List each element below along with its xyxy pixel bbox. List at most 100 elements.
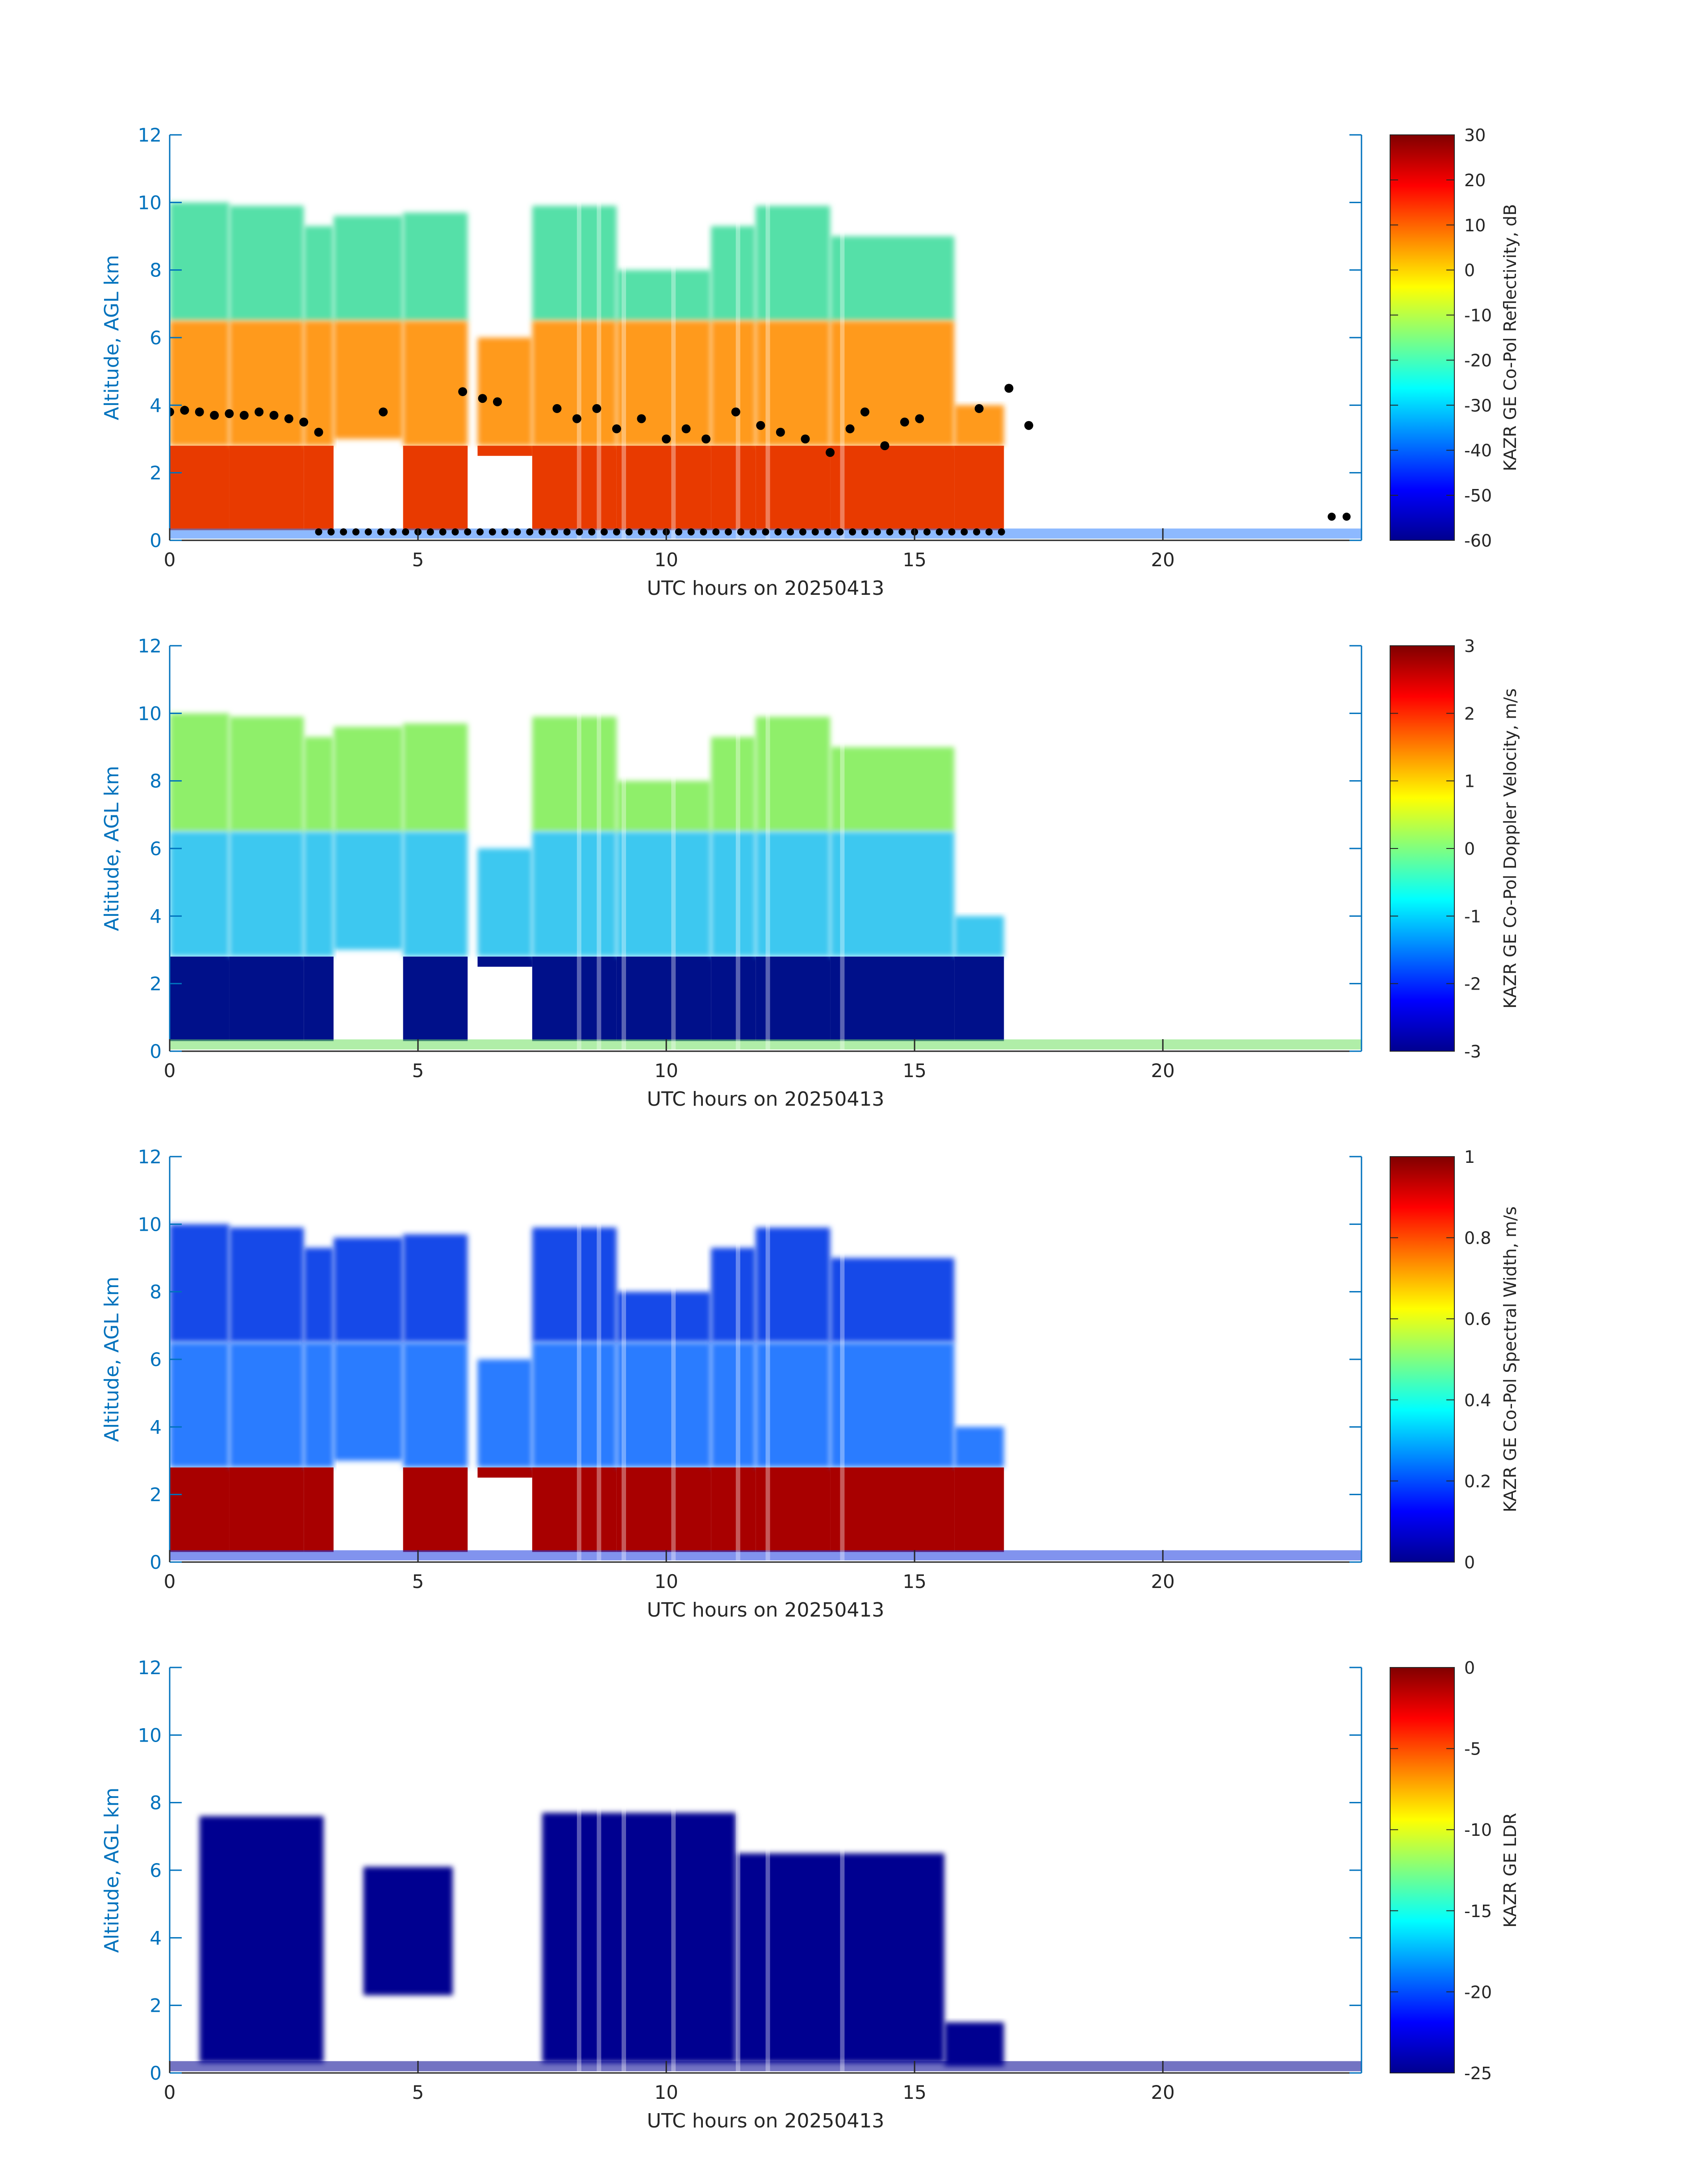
cloud-base-dot: [612, 424, 621, 434]
surface-dot: [935, 528, 943, 536]
gap-streak: [671, 696, 676, 1051]
cloud-lower: [830, 957, 955, 1041]
surface-dot: [985, 528, 993, 536]
cloud-lower: [711, 446, 756, 531]
colorbar-tick-label: -15: [1464, 1901, 1492, 1921]
gap-streak: [735, 1718, 740, 2073]
late-dot: [1328, 513, 1336, 521]
surface-dot: [774, 528, 782, 536]
cloud-base-dot: [458, 387, 468, 397]
cloud-base-dot: [637, 414, 646, 423]
colorbar-tick-label: -3: [1464, 1042, 1481, 1061]
x-tick-label: 10: [654, 2081, 678, 2103]
cloud-lower: [229, 446, 304, 531]
cloud-base-dot: [592, 404, 601, 413]
cloud-base-dot: [180, 405, 189, 415]
surface-dot: [501, 528, 509, 536]
gap-streak: [597, 1718, 601, 2073]
x-axis-label: UTC hours on 20250413: [647, 1599, 885, 1621]
cloud-lower: [477, 1467, 532, 1478]
x-tick-label: 15: [902, 549, 926, 571]
cloud-upper: [532, 205, 617, 321]
cloud-upper: [711, 737, 756, 832]
cloud-upper: [333, 1237, 403, 1343]
gap-streak: [840, 696, 845, 1051]
cloud-lower: [229, 1467, 304, 1552]
cloud-middle: [532, 832, 617, 957]
cloud-upper: [711, 226, 756, 321]
cloud-upper: [830, 236, 955, 321]
cloud-lower: [532, 446, 617, 531]
cloud-middle: [477, 1359, 532, 1468]
cloud-lower: [532, 957, 617, 1041]
cloud-middle: [304, 832, 334, 957]
x-tick-label: 0: [164, 2081, 176, 2103]
x-axis-label: UTC hours on 20250413: [647, 577, 885, 600]
surface-dot: [749, 528, 757, 536]
cloud-upper: [304, 1248, 334, 1343]
cloud-upper: [616, 781, 711, 832]
gap-streak: [735, 1207, 740, 1562]
x-tick-label: 15: [902, 1571, 926, 1592]
y-tick-label: 6: [150, 1349, 162, 1371]
cloud-upper: [403, 723, 468, 832]
surface-dot: [973, 528, 981, 536]
cloud-lower: [477, 446, 532, 456]
x-tick-label: 10: [654, 549, 678, 571]
cloud-upper: [532, 1227, 617, 1343]
surface-dot: [551, 528, 558, 536]
cloud-base-dot: [702, 435, 711, 443]
surface-dot: [762, 528, 769, 536]
surface-dot: [712, 528, 720, 536]
cloud-middle: [756, 1342, 831, 1468]
gap-streak: [765, 1718, 770, 2073]
cloud-middle: [304, 1342, 334, 1468]
surface-dot: [960, 528, 968, 536]
cloud-base-dot: [1024, 421, 1033, 430]
x-tick-label: 5: [412, 1060, 424, 1082]
cloud-lower: [756, 446, 831, 531]
surface-dot: [426, 528, 434, 536]
x-tick-label: 5: [412, 549, 424, 571]
cloud-middle: [532, 1342, 617, 1468]
x-tick-label: 20: [1151, 1060, 1174, 1082]
cloud-block: [542, 1813, 736, 2063]
gap-streak: [671, 1718, 676, 2073]
colorbar-tick-label: 0.8: [1464, 1228, 1491, 1248]
y-tick-label: 0: [150, 1040, 162, 1062]
surface-dot: [836, 528, 844, 536]
cloud-middle: [403, 321, 468, 446]
cloud-middle: [616, 832, 711, 957]
surface-dot: [898, 528, 906, 536]
cloud-upper: [756, 716, 831, 832]
y-axis-label: Altitude, AGL km: [100, 1277, 123, 1442]
y-tick-label: 0: [150, 2062, 162, 2084]
cloud-middle: [616, 1342, 711, 1468]
y-axis-label: Altitude, AGL km: [100, 255, 123, 420]
cloud-block: [199, 1816, 324, 2063]
surface-dot: [514, 528, 521, 536]
y-tick-label: 2: [150, 462, 162, 484]
cloud-middle: [229, 1342, 304, 1468]
cloud-lower: [304, 1467, 334, 1552]
colorbar-tick-label: -1: [1464, 907, 1481, 926]
data-field: [170, 185, 1361, 540]
colorbar-label: KAZR GE Co-Pol Doppler Velocity, m/s: [1500, 688, 1520, 1008]
cloud-lower: [616, 1467, 711, 1552]
cloud-upper: [711, 1248, 756, 1343]
colorbar-tick-label: -30: [1464, 396, 1492, 415]
cloud-middle: [477, 848, 532, 957]
gap-streak: [576, 1207, 581, 1562]
cloud-lower: [304, 957, 334, 1041]
surface-dot: [476, 528, 484, 536]
cloud-upper: [170, 713, 230, 832]
gap-streak: [597, 1207, 601, 1562]
gap-streak: [840, 1207, 845, 1562]
cloud-middle: [170, 1342, 230, 1468]
gap-streak: [735, 185, 740, 540]
cloud-base-dot: [284, 414, 293, 423]
cloud-lower: [756, 957, 831, 1041]
cloud-base-dot: [379, 407, 388, 417]
x-axis-label: UTC hours on 20250413: [647, 1088, 885, 1111]
